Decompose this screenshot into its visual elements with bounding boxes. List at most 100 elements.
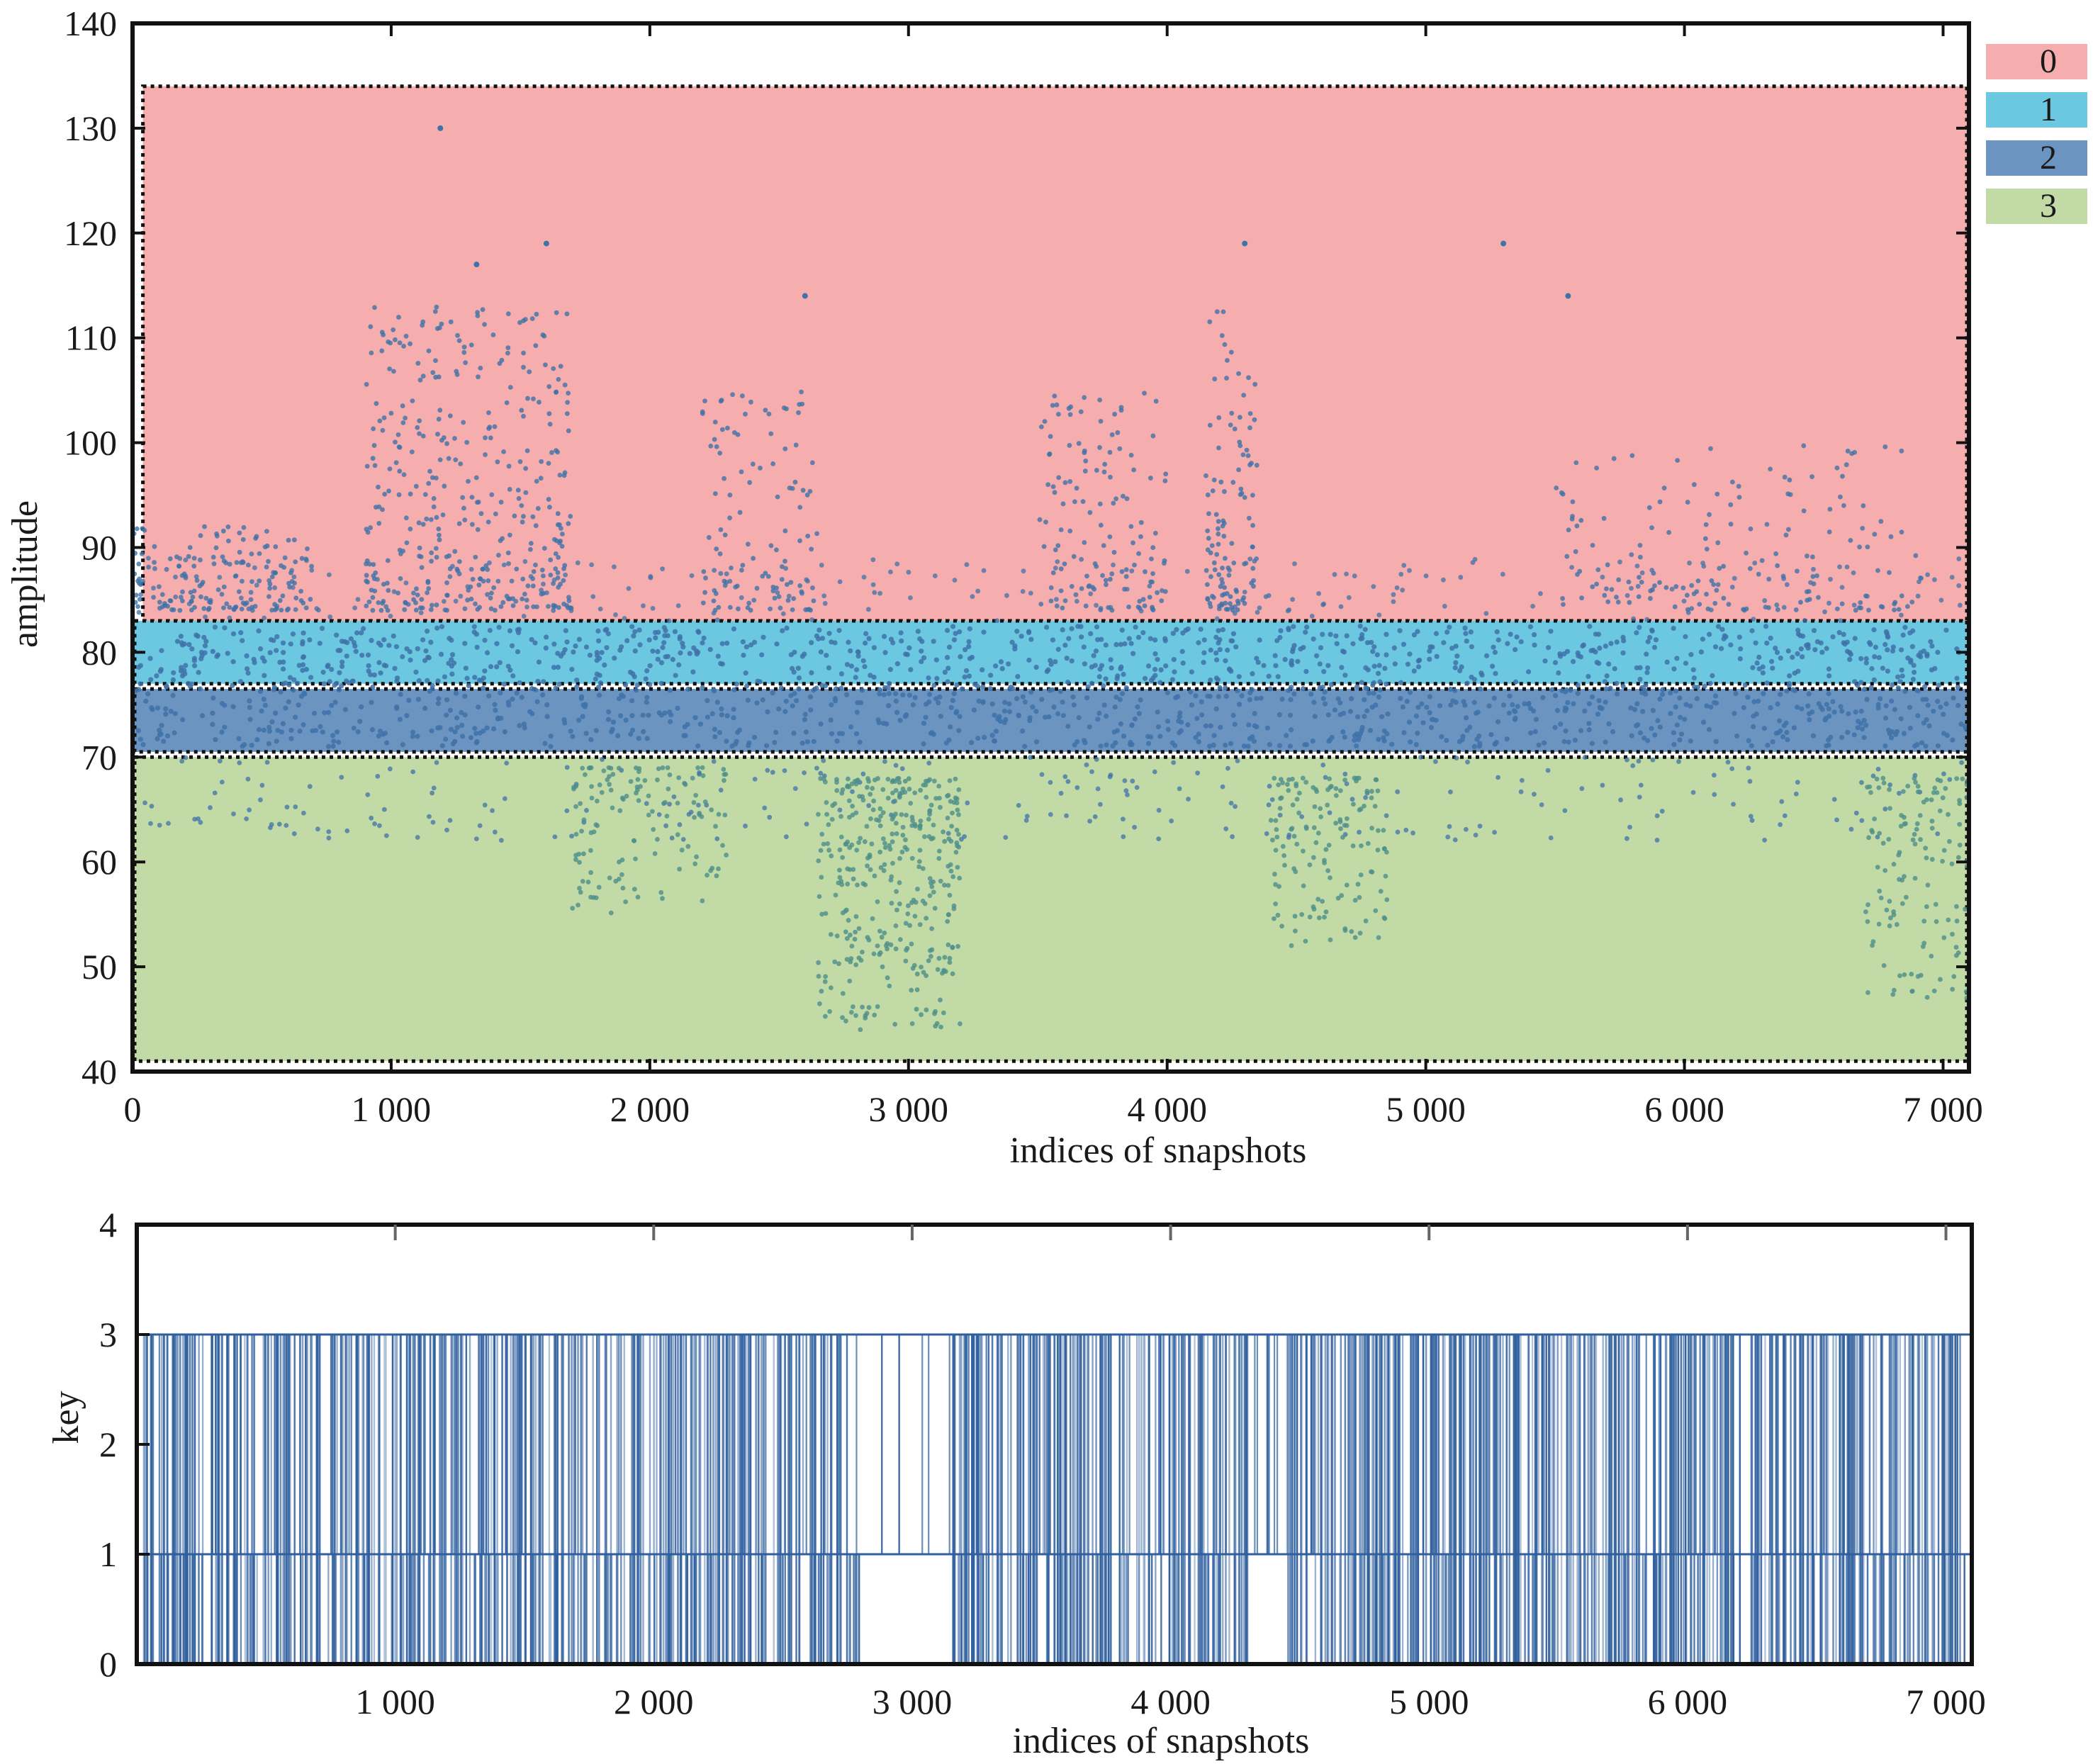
data-point xyxy=(588,848,593,853)
data-point xyxy=(1384,897,1390,902)
data-point xyxy=(822,979,828,984)
data-point xyxy=(1217,636,1223,643)
data-point xyxy=(1858,600,1863,605)
data-point xyxy=(1578,728,1584,734)
data-point xyxy=(1403,827,1409,833)
data-point xyxy=(1329,784,1334,789)
data-point xyxy=(882,931,887,936)
data-point xyxy=(783,566,789,571)
data-point xyxy=(277,597,283,603)
data-point xyxy=(480,307,486,313)
data-point xyxy=(1600,782,1605,788)
data-point xyxy=(1603,686,1609,692)
data-point xyxy=(1589,741,1595,746)
data-point xyxy=(529,686,535,692)
data-point xyxy=(582,772,588,777)
data-point xyxy=(1273,882,1278,887)
data-point xyxy=(1900,673,1905,679)
data-point xyxy=(715,653,721,659)
data-point xyxy=(453,457,459,463)
data-point xyxy=(907,645,912,651)
data-point xyxy=(1148,734,1154,740)
data-point xyxy=(1542,658,1548,664)
data-point xyxy=(553,566,559,571)
data-point xyxy=(435,432,440,437)
data-point xyxy=(933,696,939,702)
data-point xyxy=(308,675,314,680)
data-point xyxy=(1800,654,1805,660)
data-point xyxy=(1149,556,1154,562)
data-point xyxy=(1573,460,1579,466)
data-point xyxy=(666,786,671,792)
data-point xyxy=(425,654,431,660)
data-point xyxy=(563,628,568,634)
data-point xyxy=(1304,624,1310,630)
data-point xyxy=(734,681,740,687)
data-point xyxy=(843,1018,848,1023)
data-point xyxy=(1915,784,1921,789)
data-point xyxy=(439,624,445,629)
data-point xyxy=(636,627,642,633)
data-point xyxy=(1557,653,1564,659)
data-point xyxy=(652,851,658,856)
data-point xyxy=(1637,665,1643,670)
data-point xyxy=(415,646,420,651)
data-point xyxy=(909,1021,915,1026)
data-point xyxy=(1612,666,1617,672)
data-point xyxy=(909,855,915,861)
data-point xyxy=(1376,694,1381,700)
data-point xyxy=(814,765,819,771)
data-point xyxy=(1109,607,1115,613)
data-point xyxy=(1616,577,1622,583)
data-point xyxy=(1196,731,1201,737)
data-point xyxy=(1841,502,1846,508)
data-point xyxy=(1736,634,1742,640)
data-point xyxy=(1242,495,1247,500)
data-point xyxy=(951,637,958,643)
data-point xyxy=(1872,532,1878,537)
data-point xyxy=(1084,573,1089,579)
data-point xyxy=(751,597,757,603)
data-point xyxy=(1545,768,1551,773)
data-point xyxy=(534,478,539,484)
data-point xyxy=(525,395,530,401)
data-point xyxy=(507,596,512,602)
data-point xyxy=(1117,697,1123,702)
data-point xyxy=(385,607,391,613)
data-point xyxy=(894,889,899,894)
data-point xyxy=(1935,743,1941,749)
data-point xyxy=(438,651,444,657)
data-point xyxy=(1097,445,1102,450)
data-point xyxy=(520,596,525,602)
data-point xyxy=(1845,729,1851,735)
data-point xyxy=(956,728,962,734)
data-point xyxy=(561,601,567,607)
data-point xyxy=(817,627,822,633)
data-point xyxy=(844,957,850,962)
data-point xyxy=(148,677,154,682)
data-point xyxy=(1335,696,1341,702)
data-point xyxy=(1327,776,1332,782)
data-point xyxy=(1950,737,1955,743)
data-point xyxy=(1711,773,1717,778)
data-point xyxy=(1132,562,1137,568)
data-point xyxy=(1614,639,1620,645)
data-point xyxy=(1295,658,1301,664)
data-point xyxy=(1811,581,1817,587)
data-point xyxy=(1156,807,1162,813)
data-point xyxy=(875,899,880,904)
data-point xyxy=(1564,706,1569,712)
data-point xyxy=(516,495,522,501)
data-point xyxy=(850,789,855,794)
data-point xyxy=(266,558,271,564)
data-point xyxy=(1250,522,1255,528)
data-point xyxy=(1359,843,1364,848)
data-point xyxy=(1629,453,1635,459)
data-point xyxy=(1193,735,1199,741)
data-point xyxy=(1250,493,1255,498)
data-point xyxy=(1282,863,1287,868)
data-point xyxy=(1236,674,1242,680)
data-point xyxy=(1082,395,1087,400)
data-point xyxy=(1532,792,1537,797)
data-point xyxy=(1578,517,1584,523)
